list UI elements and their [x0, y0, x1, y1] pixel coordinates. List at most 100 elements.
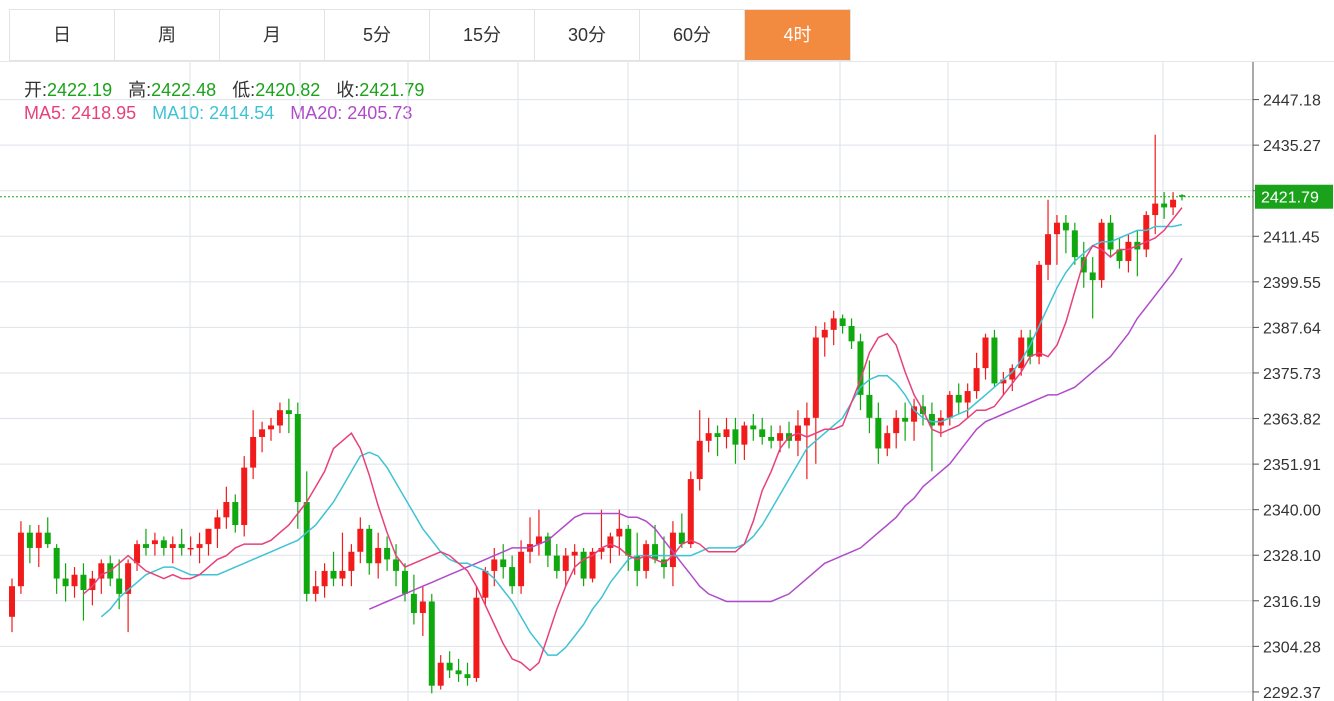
candle-body — [553, 555, 560, 571]
candle-body — [884, 433, 891, 449]
ma20-line — [368, 257, 1183, 610]
close-label: 收: — [336, 80, 360, 100]
candle-body — [1062, 222, 1069, 231]
candle-body — [991, 337, 998, 384]
candle-body — [178, 544, 185, 548]
tab-1[interactable]: 周 — [115, 10, 220, 60]
candle-body — [1116, 249, 1123, 261]
candle-body — [911, 406, 918, 422]
candle-body — [9, 586, 15, 617]
candle-body — [455, 670, 462, 675]
candle-body — [348, 551, 355, 571]
candle-body — [1152, 203, 1159, 216]
tab-7[interactable]: 4时 — [745, 10, 850, 60]
low-value: 2420.82 — [255, 80, 321, 100]
candle-body — [17, 532, 24, 587]
candle-body — [321, 570, 328, 587]
candle-body — [500, 559, 507, 568]
candle-body — [1071, 230, 1078, 258]
period-tabs: 日周月 5分 15分 30分 60分 4时 — [9, 9, 851, 61]
candle-body — [285, 410, 292, 415]
y-tick-label-13: 2292.37 — [1263, 685, 1321, 701]
candle-body — [607, 536, 614, 548]
candle-body — [250, 436, 257, 468]
candle-body — [687, 479, 694, 545]
candle-body — [26, 532, 33, 548]
tab-5[interactable]: 30分 — [535, 10, 640, 60]
candle-body — [259, 429, 266, 437]
candle-body — [1080, 257, 1087, 273]
candle-body — [1179, 195, 1185, 197]
candle-body — [53, 547, 60, 579]
candle-body — [634, 555, 641, 571]
candle-body — [1027, 337, 1034, 357]
candle-body — [768, 436, 775, 441]
candle-body — [428, 601, 435, 686]
candle-body — [535, 536, 542, 545]
candle-body — [946, 394, 953, 418]
candle-body — [518, 551, 525, 587]
y-tick-label-6: 2375.73 — [1263, 366, 1321, 383]
candle-body — [196, 544, 203, 548]
y-tick-label-7: 2363.82 — [1263, 412, 1321, 429]
candle-body — [750, 425, 757, 430]
candle-body — [777, 433, 784, 441]
high-value: 2422.48 — [151, 80, 217, 100]
candle-body — [393, 559, 400, 571]
candle-body — [616, 528, 623, 537]
y-tick-label-10: 2328.10 — [1263, 548, 1321, 565]
candle-body — [723, 429, 730, 437]
tab-6[interactable]: 60分 — [640, 10, 745, 60]
tab-0[interactable]: 日 — [10, 10, 115, 60]
y-tick-label-9: 2340.00 — [1263, 503, 1321, 520]
candle-body — [473, 597, 480, 679]
candle-body — [276, 410, 283, 426]
candle-body — [1036, 264, 1043, 357]
candle-body — [491, 559, 498, 571]
candle-body — [98, 563, 105, 579]
ma5-label: MA5: — [24, 103, 67, 123]
candle-body — [366, 528, 373, 564]
candle-body — [964, 391, 971, 403]
candle-body — [339, 570, 346, 579]
high-label: 高: — [128, 80, 152, 100]
y-tick-label-4: 2399.55 — [1263, 275, 1321, 292]
candle-body — [134, 544, 141, 564]
tab-4[interactable]: 15分 — [430, 10, 535, 60]
y-tick-label-3: 2411.45 — [1263, 229, 1320, 246]
y-tick-label-5: 2387.64 — [1263, 320, 1321, 337]
y-tick-label-11: 2316.19 — [1263, 594, 1321, 611]
candle-body — [303, 502, 310, 594]
ma10-line — [100, 223, 1183, 656]
candle-body — [759, 429, 766, 437]
candle-body — [62, 578, 69, 587]
candle-body — [544, 536, 551, 556]
candle-body — [410, 593, 417, 613]
candle-body — [44, 532, 51, 545]
y-tick-label-0: 2447.18 — [1263, 93, 1321, 110]
ma5-line — [83, 207, 1183, 672]
candle-body — [205, 528, 212, 545]
tab-2[interactable]: 月 — [220, 10, 325, 60]
tab-3[interactable]: 5分 — [325, 10, 430, 60]
candle-body — [714, 433, 721, 437]
candle-body — [1161, 203, 1168, 208]
y-tick-label-1: 2435.27 — [1263, 138, 1321, 155]
candle-body — [187, 547, 194, 550]
candle-body — [214, 517, 221, 529]
candle-body — [625, 528, 632, 556]
candle-body — [839, 318, 846, 327]
candle-body — [928, 414, 935, 426]
candle-body — [294, 414, 301, 503]
candle-body — [1107, 222, 1114, 250]
candle-body — [1000, 379, 1007, 384]
candle-body — [741, 425, 748, 445]
candle-body — [446, 662, 453, 671]
candle-body — [732, 429, 739, 445]
candle-body — [482, 570, 489, 598]
candle-body — [902, 417, 909, 422]
candle-body — [973, 368, 980, 392]
candle-body — [562, 555, 569, 571]
ma10-label: MA10: — [152, 103, 205, 123]
